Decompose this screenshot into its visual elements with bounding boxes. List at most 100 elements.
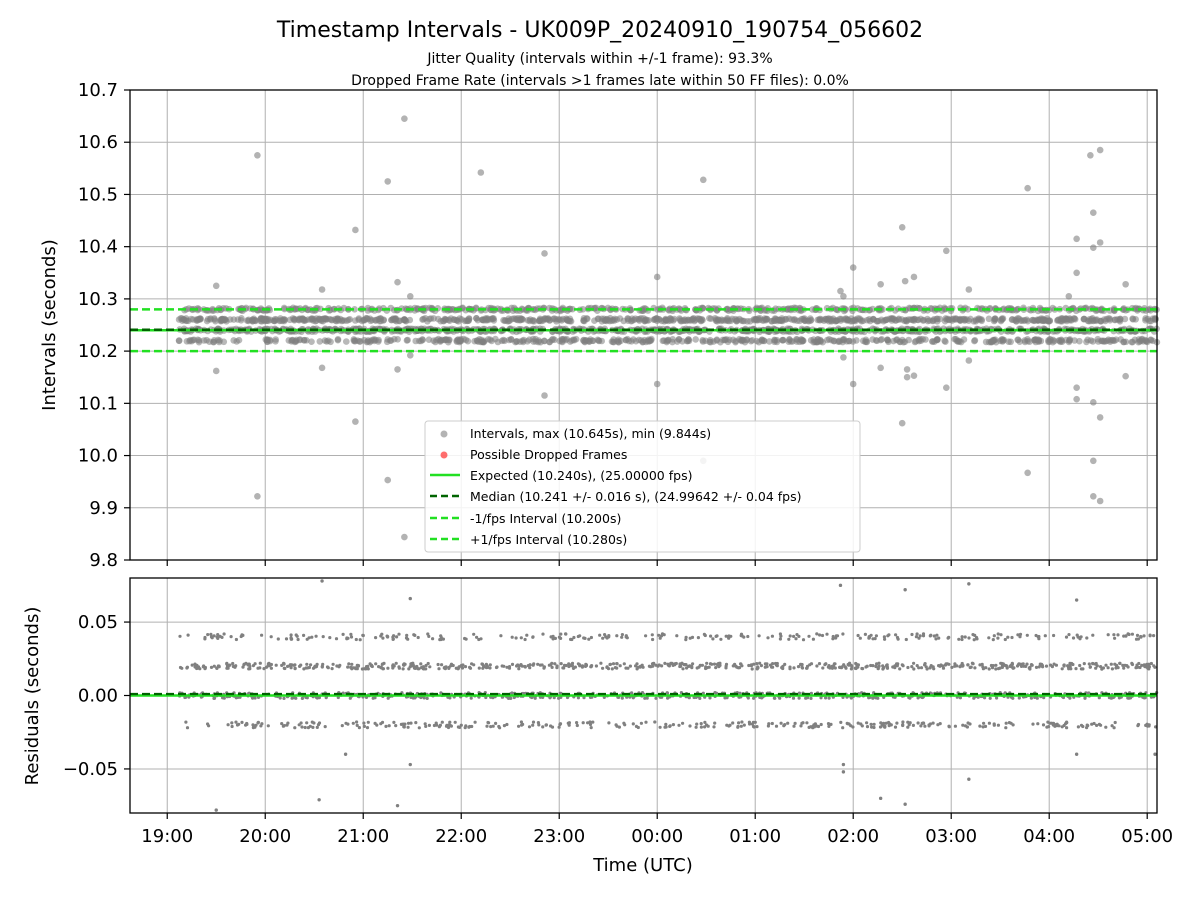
- interval-point: [598, 337, 605, 345]
- residual-point: [872, 725, 876, 730]
- residual-point: [558, 722, 563, 726]
- interval-point: [210, 338, 217, 346]
- residual-point: [527, 725, 532, 729]
- residual-point: [453, 720, 457, 724]
- residual-point: [353, 666, 357, 670]
- interval-point: [912, 337, 920, 345]
- interval-point: [744, 318, 751, 325]
- interval-point: [779, 336, 786, 344]
- residual-point: [269, 666, 273, 670]
- interval-point: [663, 337, 671, 345]
- residual-point: [438, 723, 442, 727]
- residual-point: [757, 634, 761, 638]
- residual-point: [1145, 662, 1149, 666]
- interval-point: [328, 316, 336, 324]
- residual-point: [227, 663, 231, 667]
- residual-point: [833, 666, 837, 670]
- residual-point: [315, 725, 319, 730]
- x-tick-label: 03:00: [925, 826, 977, 847]
- residual-point: [799, 724, 803, 728]
- residual-point: [1109, 696, 1113, 700]
- residual-point: [320, 665, 324, 669]
- residual-point: [328, 636, 332, 640]
- residual-point: [1091, 662, 1095, 666]
- residual-point: [334, 637, 339, 641]
- interval-point: [530, 338, 537, 345]
- residual-point: [1075, 633, 1079, 637]
- residuals-reference-lines: [130, 692, 1157, 697]
- legend: Intervals, max (10.645s), min (9.844s) P…: [424, 420, 861, 553]
- interval-outlier-point: [943, 384, 950, 391]
- interval-point: [762, 315, 770, 323]
- x-tick-label: 02:00: [827, 826, 879, 847]
- residual-point: [858, 636, 862, 640]
- residual-point: [908, 696, 912, 700]
- residual-point: [788, 634, 792, 638]
- interval-outlier-point: [352, 418, 359, 425]
- residual-point: [394, 724, 398, 728]
- residual-point: [613, 666, 618, 670]
- residual-point: [536, 721, 541, 725]
- residual-point: [212, 634, 216, 638]
- residual-point: [867, 635, 871, 639]
- interval-outlier-point: [965, 286, 973, 293]
- residual-point: [463, 726, 467, 730]
- residual-point: [1148, 634, 1152, 638]
- interval-point: [732, 338, 739, 346]
- interval-point: [756, 315, 764, 322]
- residual-point: [338, 663, 342, 668]
- residual-point: [620, 696, 624, 700]
- residual-point: [305, 662, 309, 666]
- residual-point: [631, 722, 635, 726]
- interval-outlier-point: [849, 380, 857, 388]
- residual-point: [1106, 633, 1110, 637]
- residual-point: [1002, 663, 1006, 667]
- residual-point: [280, 722, 284, 726]
- residual-outlier-point: [1074, 752, 1079, 756]
- residual-point: [519, 720, 524, 724]
- residual-point: [973, 666, 977, 670]
- interval-outlier-point: [877, 364, 884, 372]
- residual-point: [992, 723, 996, 727]
- interval-point: [689, 315, 696, 323]
- residual-point: [569, 637, 573, 642]
- interval-point: [1012, 316, 1020, 323]
- intervals-point-cloud: [175, 304, 1161, 346]
- legend-entry-median: Median (10.241 +/- 0.016 s), (24.99642 +…: [470, 489, 801, 504]
- residual-point: [1067, 633, 1071, 637]
- interval-point: [1088, 316, 1095, 323]
- interval-point: [548, 336, 556, 344]
- residual-point: [812, 723, 816, 727]
- residual-point: [1079, 723, 1084, 727]
- residual-point: [364, 665, 369, 669]
- residual-point: [422, 696, 426, 700]
- residual-point: [282, 666, 286, 670]
- residual-point: [658, 725, 662, 729]
- legend-entry-plus-fps: +1/fps Interval (10.280s): [470, 532, 627, 547]
- interval-point: [519, 316, 527, 323]
- residual-point: [557, 696, 561, 700]
- residual-point: [1124, 634, 1128, 638]
- interval-outlier-point: [1024, 184, 1031, 192]
- residual-point: [1005, 666, 1009, 670]
- residual-point: [980, 662, 984, 666]
- residual-point: [502, 724, 506, 728]
- residual-point: [559, 662, 563, 666]
- residual-point: [310, 635, 314, 639]
- residual-outlier-point: [395, 803, 400, 808]
- residual-point: [276, 637, 280, 641]
- residual-point: [215, 666, 219, 670]
- residual-point: [984, 666, 988, 670]
- residual-point: [694, 725, 698, 729]
- residual-point: [932, 667, 936, 671]
- residual-point: [880, 723, 884, 727]
- interval-point: [1111, 316, 1119, 324]
- residual-point: [906, 720, 910, 724]
- residual-point: [409, 721, 413, 725]
- interval-point: [243, 317, 251, 324]
- residual-point: [514, 636, 518, 640]
- residual-point: [827, 724, 831, 729]
- residual-point: [186, 633, 190, 637]
- residual-point: [793, 721, 797, 726]
- residual-point: [373, 721, 377, 726]
